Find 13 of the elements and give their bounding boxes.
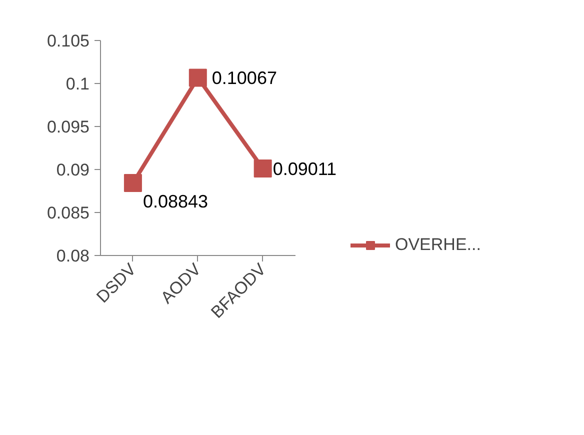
- y-tick-label: 0.105: [46, 32, 90, 50]
- data-label: 0.08843: [142, 192, 208, 212]
- point: [124, 174, 142, 192]
- y-tick-label: 0.085: [46, 204, 90, 222]
- point: [254, 160, 272, 178]
- data-label: 0.09011: [272, 159, 337, 180]
- y-tick-label: 0.09: [56, 160, 90, 180]
- y-tick-label: 0.095: [46, 118, 90, 136]
- y-tick-label: 0.08: [56, 246, 90, 266]
- data-label: 0.10067: [212, 68, 277, 88]
- legend-label: OVERHE...: [395, 235, 481, 255]
- point: [188, 68, 207, 87]
- y-tick-label: 0.1: [66, 74, 90, 94]
